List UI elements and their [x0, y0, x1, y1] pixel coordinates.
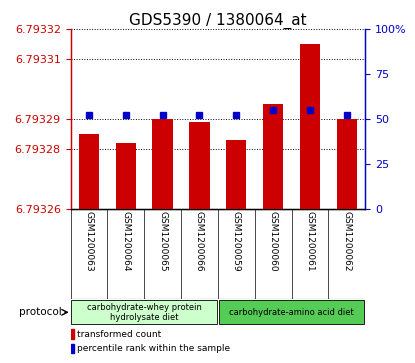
- Text: GSM1200062: GSM1200062: [342, 211, 351, 272]
- Text: protocol: protocol: [19, 307, 61, 317]
- Text: carbohydrate-amino acid diet: carbohydrate-amino acid diet: [229, 308, 354, 317]
- Text: GSM1200059: GSM1200059: [232, 211, 241, 272]
- Text: GSM1200066: GSM1200066: [195, 211, 204, 272]
- Bar: [116, 143, 136, 209]
- Text: percentile rank within the sample: percentile rank within the sample: [77, 344, 230, 353]
- Bar: [71, 344, 74, 353]
- FancyBboxPatch shape: [71, 300, 217, 324]
- Text: GSM1200065: GSM1200065: [158, 211, 167, 272]
- Text: carbohydrate-whey protein
hydrolysate diet: carbohydrate-whey protein hydrolysate di…: [87, 303, 202, 322]
- Bar: [152, 119, 173, 209]
- Bar: [189, 122, 210, 209]
- Title: GDS5390 / 1380064_at: GDS5390 / 1380064_at: [129, 13, 307, 29]
- Text: transformed count: transformed count: [77, 330, 161, 339]
- Bar: [226, 140, 247, 209]
- FancyBboxPatch shape: [219, 300, 364, 324]
- Text: GSM1200061: GSM1200061: [305, 211, 315, 272]
- Text: GSM1200064: GSM1200064: [121, 211, 130, 272]
- Text: GSM1200060: GSM1200060: [269, 211, 278, 272]
- Bar: [71, 330, 74, 339]
- Bar: [300, 44, 320, 209]
- Bar: [263, 104, 283, 209]
- Bar: [79, 134, 99, 209]
- Bar: [337, 119, 357, 209]
- Text: GSM1200063: GSM1200063: [85, 211, 93, 272]
